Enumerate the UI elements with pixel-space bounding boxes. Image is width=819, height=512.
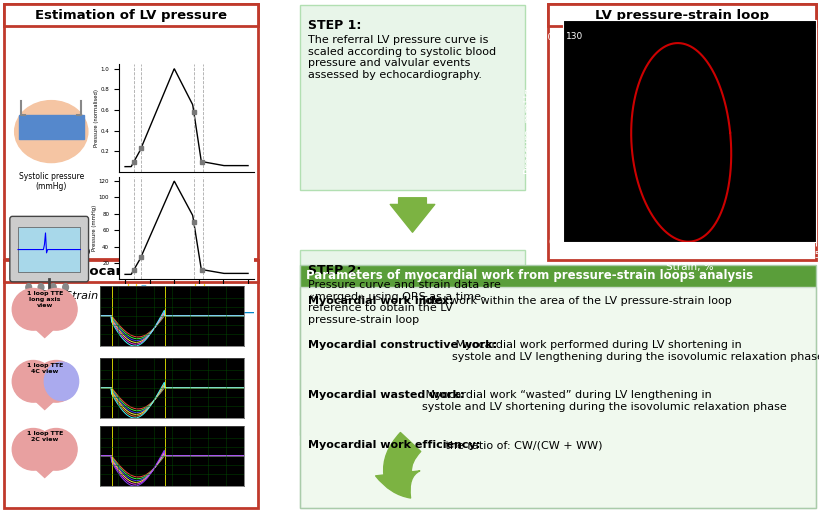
Text: AVO: AVO [72,248,91,257]
Y-axis label: Pressure (mmHg): Pressure (mmHg) [93,205,97,251]
Ellipse shape [38,284,44,291]
Ellipse shape [35,360,77,402]
Bar [4,4,258,259]
Text: AVC: AVC [130,248,149,257]
X-axis label: Strain, %: Strain, % [665,263,713,272]
Text: STEP 2:: STEP 2: [308,264,361,277]
Bar [4,260,258,282]
Text: Myocardial constructive work:: Myocardial constructive work: [308,340,496,350]
Text: MVC: MVC [63,248,84,257]
Text: 1 loop TTE
long axis
view: 1 loop TTE long axis view [26,291,63,308]
Text: Estimation of LV pressure: Estimation of LV pressure [35,9,227,22]
FancyBboxPatch shape [10,217,88,282]
Polygon shape [14,309,75,337]
Ellipse shape [12,289,54,330]
Text: 130: 130 [565,32,582,41]
Bar [4,260,258,508]
Bar [19,115,84,139]
Bar [18,227,80,272]
Text: MVO: MVO [138,248,160,257]
Text: STEP 1:: STEP 1: [308,19,361,32]
Bar [300,287,815,508]
Text: Total work within the area of the LV pressure-strain loop: Total work within the area of the LV pre… [416,296,731,306]
Bar [547,4,815,260]
FancyArrowPatch shape [390,198,434,232]
Ellipse shape [15,100,88,163]
Bar [300,250,524,435]
Text: Myocardial wasted work:: Myocardial wasted work: [308,390,464,400]
Ellipse shape [35,289,77,330]
Text: Echocardiography: Echocardiography [63,265,198,278]
Y-axis label: Pressure (normalised): Pressure (normalised) [94,89,99,147]
Text: Myocardial work “wasted” during LV lengthening in
systole and LV shortening duri: Myocardial work “wasted” during LV lengt… [421,390,785,412]
Bar [547,4,815,26]
Ellipse shape [44,362,79,400]
Text: Parameters of myocardial work from pressure-strain loops analysis: Parameters of myocardial work from press… [305,269,752,283]
Ellipse shape [12,429,54,470]
Text: 1 loop TTE
2C view: 1 loop TTE 2C view [26,432,63,442]
Bar [4,4,258,26]
Text: the ratio of: CW/(CW + WW): the ratio of: CW/(CW + WW) [441,440,601,450]
Ellipse shape [26,284,31,291]
Ellipse shape [51,284,56,291]
Text: Strain traces: Strain traces [66,291,137,301]
Text: 1 loop TTE
4C view: 1 loop TTE 4C view [26,364,63,374]
Text: Myocardial work efficiency:: Myocardial work efficiency: [308,440,480,450]
Ellipse shape [12,360,54,402]
Bar [300,5,524,190]
Polygon shape [14,450,75,478]
Y-axis label: Pressure, mmHg: Pressure, mmHg [523,88,534,174]
X-axis label: Time (s): Time (s) [175,295,197,300]
Bar [300,265,815,508]
Bar [300,265,815,287]
Text: Systolic pressure
(mmHg): Systolic pressure (mmHg) [19,172,84,191]
Text: The referral LV pressure curve is
scaled according to systolic blood
pressure an: The referral LV pressure curve is scaled… [308,35,495,80]
Text: Myocardial work index:: Myocardial work index: [308,296,453,306]
Text: LV pressure-strain loop: LV pressure-strain loop [595,9,768,22]
Text: Pressure curve and strain data are
«merged» using QRS as a time-
reference to ob: Pressure curve and strain data are «merg… [308,280,500,325]
Ellipse shape [35,429,77,470]
Ellipse shape [62,284,68,291]
Polygon shape [14,381,75,410]
FancyArrowPatch shape [375,433,420,498]
Text: Myocardial work performed during LV shortening in
systole and LV lengthening dur: Myocardial work performed during LV shor… [451,340,819,361]
